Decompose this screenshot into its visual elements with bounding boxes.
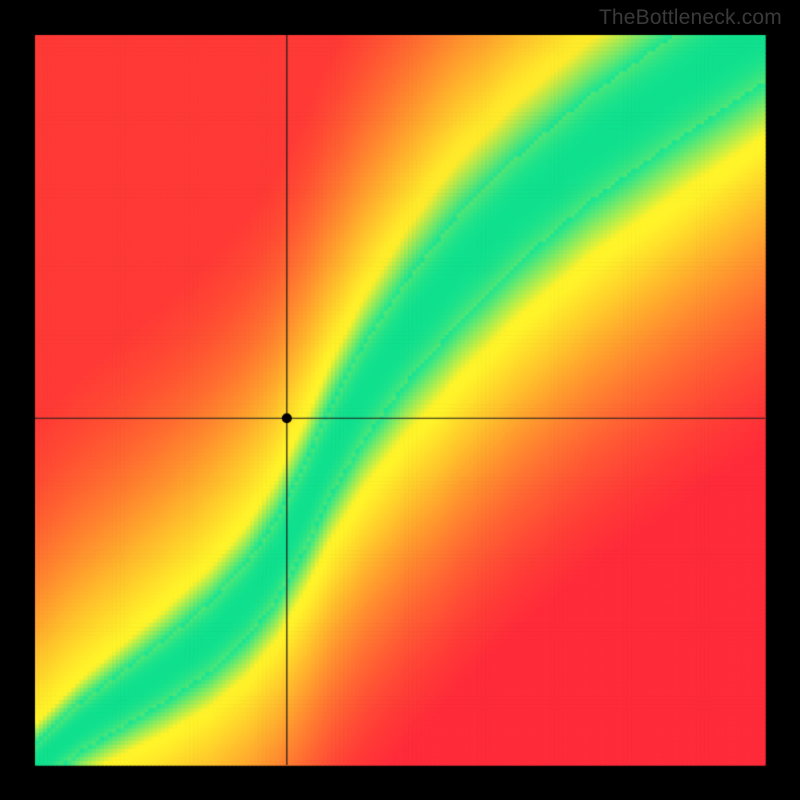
heatmap-canvas [0,0,800,800]
watermark-text: TheBottleneck.com [599,6,782,30]
